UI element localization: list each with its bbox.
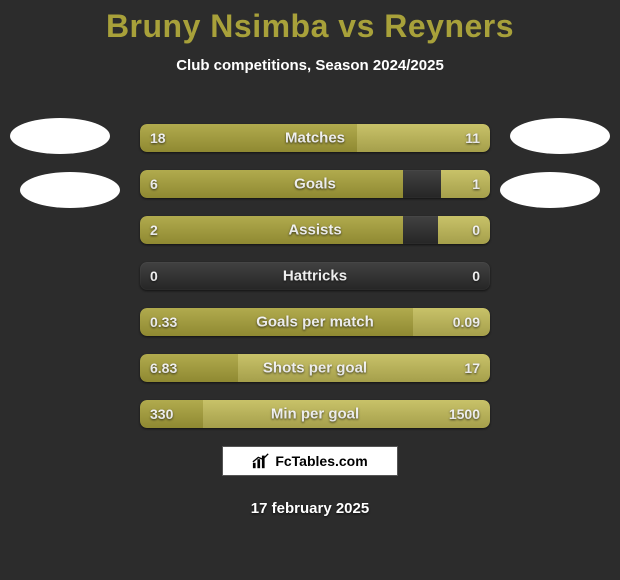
stat-bar-left-segment [140,216,403,244]
stat-bar-left-segment [140,354,238,382]
stat-label: Hattricks [140,268,490,285]
stat-bar: Shots per goal6.8317 [140,354,490,382]
brand-chart-icon [252,452,270,470]
date-text: 17 february 2025 [0,500,620,517]
stat-bar-right-segment [203,400,490,428]
brand-text: FcTables.com [275,453,367,469]
stat-bar: Assists20 [140,216,490,244]
stat-bars-container: Matches1811 Goals61 Assists20 Hattricks0 0 Go… [140,124,490,446]
brand-badge: FcTables.com [222,446,398,476]
player1-avatar-bottom [20,172,120,208]
stat-bar-left-segment [140,170,403,198]
stat-bar-right-segment [441,170,490,198]
stat-bar: Hattricks0 0 [140,262,490,290]
stat-bar-right-segment [238,354,490,382]
page-subtitle: Club competitions, Season 2024/2025 [0,57,620,74]
player2-avatar-top [510,118,610,154]
stat-bar-right-segment [438,216,491,244]
stat-value-left: 0 [150,268,158,284]
stat-value-right: 0 [472,268,480,284]
stat-bar-right-segment [413,308,490,336]
player1-avatar-top [10,118,110,154]
player2-avatar-bottom [500,172,600,208]
stat-bar: Matches1811 [140,124,490,152]
stat-bar-left-segment [140,124,357,152]
stat-bar: Min per goal3301500 [140,400,490,428]
stat-bar-left-segment [140,400,203,428]
stat-bar: Goals61 [140,170,490,198]
stat-bar: Goals per match0.330.09 [140,308,490,336]
stat-bar-left-segment [140,308,413,336]
page-title: Bruny Nsimba vs Reyners [0,0,620,45]
stat-bar-right-segment [357,124,490,152]
